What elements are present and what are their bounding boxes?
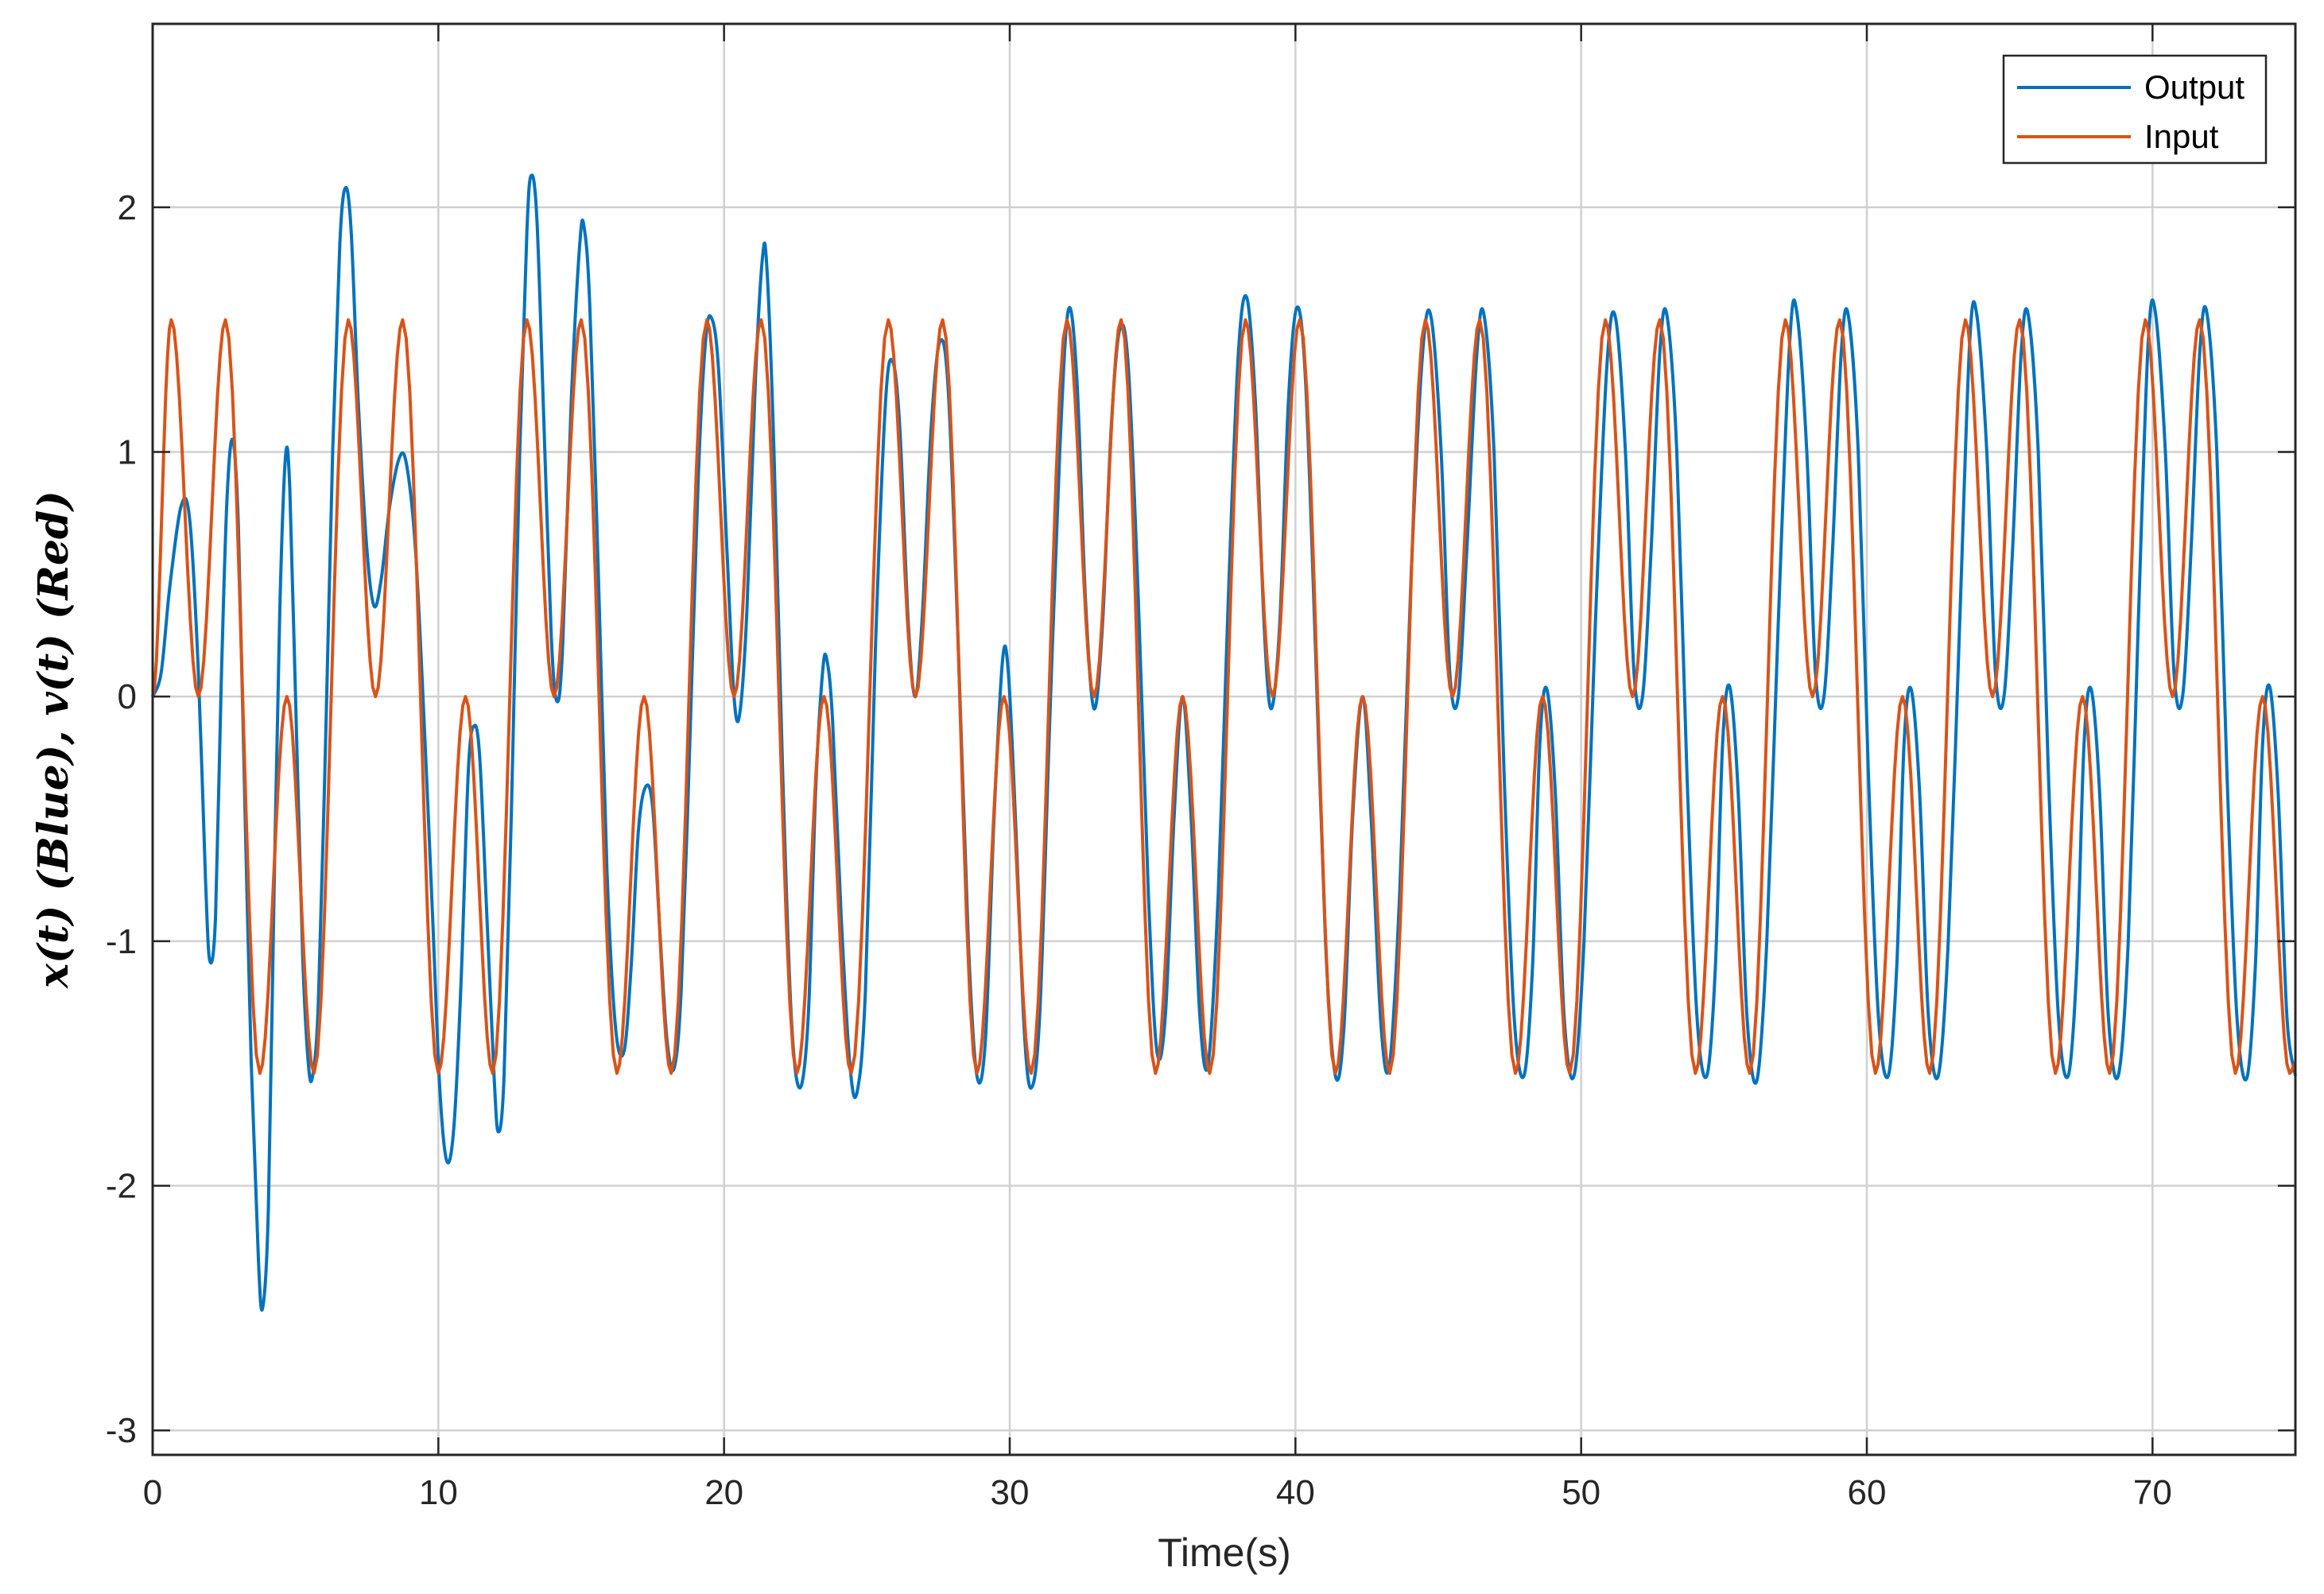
x-tick-label: 60: [1848, 1473, 1887, 1512]
y-tick-label: 1: [118, 432, 137, 471]
y-tick-label: -3: [106, 1411, 137, 1450]
legend: Output Input: [2002, 54, 2268, 165]
y-tick-label: -1: [106, 922, 137, 961]
legend-label-output: Output: [2144, 68, 2244, 106]
x-tick-label: 0: [143, 1473, 162, 1512]
legend-box: [2002, 54, 2268, 165]
x-tick-label: 70: [2133, 1473, 2172, 1512]
y-axis-label: x(t) (Blue), v(t) (Red): [29, 491, 78, 989]
x-axis-ticks: 0 10 20 30 40 50 60 70: [143, 24, 2172, 1512]
series-layer: [151, 173, 2297, 1312]
y-axis-ticks: -3 -2 -1 0 1 2: [106, 188, 2295, 1450]
series-line-output: [151, 173, 2297, 1312]
x-tick-label: 20: [704, 1473, 743, 1512]
x-tick-label: 10: [419, 1473, 458, 1512]
x-tick-label: 50: [1562, 1473, 1600, 1512]
y-tick-label: -2: [106, 1167, 137, 1206]
x-tick-label: 40: [1276, 1473, 1315, 1512]
y-tick-label: 2: [118, 188, 137, 227]
x-tick-label: 30: [991, 1473, 1030, 1512]
axes-box: [151, 22, 2297, 1456]
y-tick-label: 0: [118, 677, 137, 716]
x-axis-label: Time(s): [1158, 1530, 1291, 1575]
legend-label-input: Input: [2144, 118, 2219, 155]
series-line-input: [151, 318, 2297, 1075]
